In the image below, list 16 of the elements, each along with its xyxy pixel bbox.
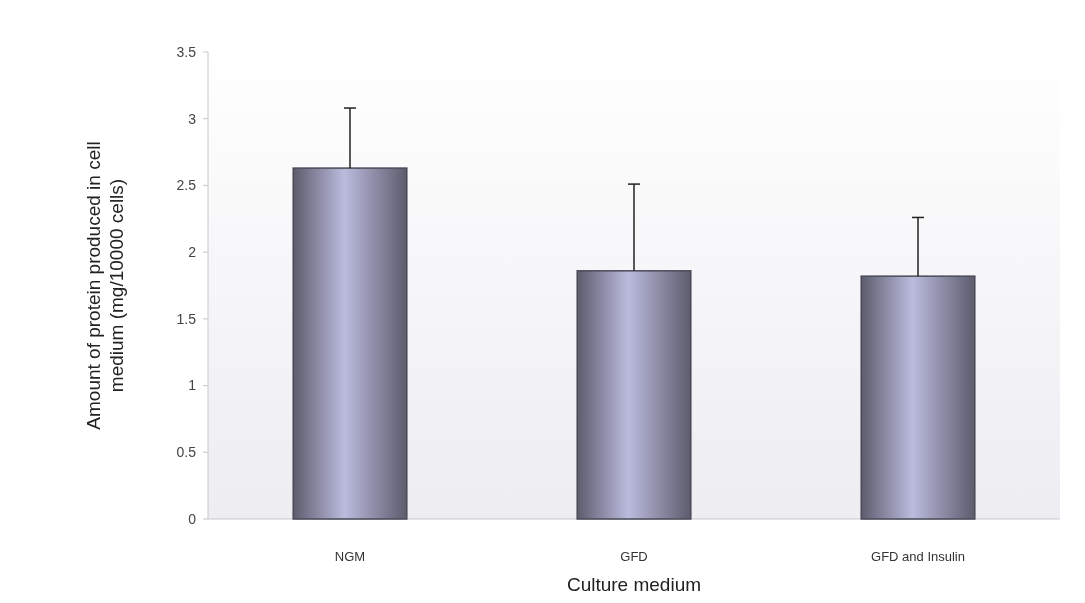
bar	[576, 270, 692, 520]
y-tick-label: 2	[188, 244, 197, 261]
y-tick-label: 3.5	[176, 43, 197, 60]
y-tick-label: 0.5	[176, 444, 197, 461]
y-tick-label: 2.5	[176, 177, 197, 194]
y-tick-label: 3	[188, 110, 197, 127]
x-tick-label: GFD	[620, 549, 648, 564]
y-tick-label: 1	[188, 377, 197, 394]
bar	[292, 167, 408, 520]
x-tick-label: GFD and Insulin	[871, 549, 965, 564]
y-axis-title: Amount of protein produced in cell medium (mg/10000 cells)	[83, 141, 127, 430]
y-tick-label: 1.5	[176, 310, 197, 327]
bar	[860, 275, 976, 520]
y-tick-label: 0	[188, 510, 197, 527]
x-axis-title: Culture medium	[566, 574, 702, 595]
x-tick-label: NGM	[334, 549, 366, 564]
